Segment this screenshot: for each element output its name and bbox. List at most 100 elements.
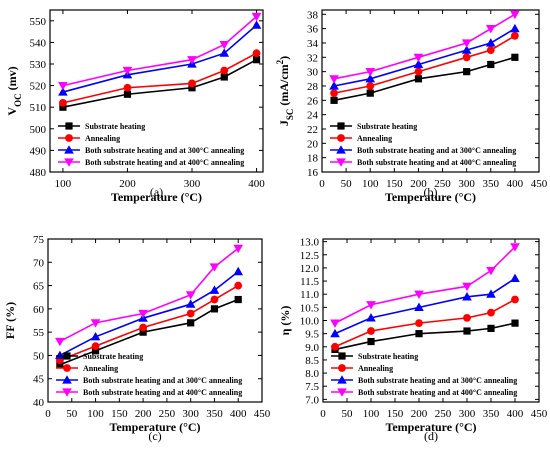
plot-frame (321, 9, 540, 173)
data-point-series-1 (56, 361, 64, 369)
y-tick-label: 28 (307, 81, 319, 93)
x-tick-label: 350 (483, 408, 500, 420)
data-point-series-2 (59, 98, 67, 107)
y-tick-label: 55 (33, 327, 45, 339)
series-line-1 (59, 298, 239, 366)
x-tick-label: 50 (342, 408, 354, 420)
legend-entry-label: Both substrate heating and at 400°C anne… (358, 388, 517, 397)
data-point-series-2 (414, 67, 423, 76)
y-tick-label: 22 (307, 124, 318, 136)
x-tick-label: 300 (458, 178, 475, 190)
x-tick-label: 50 (66, 408, 78, 420)
data-point-series-1 (463, 327, 471, 335)
x-tick-label: 0 (319, 178, 325, 190)
legend-entry-label: Annealing (83, 364, 118, 373)
y-axis-title: VOC (mv) (5, 66, 23, 115)
x-axis-title: Temperature (°C) (109, 420, 200, 434)
data-point-series-4 (365, 68, 376, 77)
data-point-series-2 (462, 53, 471, 62)
y-axis-title: FF (%) (3, 302, 17, 339)
panel-b: 0 50 100 150 200 250 300 350 400 450 16 18 20 22 24 26 2… (275, 9, 548, 204)
y-tick-label: 32 (307, 52, 318, 64)
x-tick-label: 350 (483, 178, 500, 190)
series-line-2 (333, 35, 516, 94)
x-tick-label: 200 (135, 408, 152, 420)
legend-marker (337, 134, 345, 142)
x-tick-label: 200 (410, 178, 427, 190)
x-tick-label: 100 (55, 178, 72, 190)
x-tick-label: 450 (531, 408, 548, 420)
data-point-series-2 (234, 281, 243, 290)
data-point-series-4 (219, 40, 230, 50)
x-tick-label: 150 (111, 408, 128, 420)
x-axis-title: Temperature (°C) (385, 420, 476, 434)
series-line-2 (334, 298, 516, 348)
data-point-series-4 (413, 53, 424, 63)
data-point-series-1 (367, 337, 375, 346)
legend-marker (63, 352, 71, 360)
legend-marker (337, 122, 345, 130)
data-point-series-1 (415, 330, 423, 338)
data-point-series-3 (219, 48, 230, 57)
y-tick-label: 38 (307, 9, 319, 21)
legend-entry-label: Annealing (85, 134, 120, 143)
data-point-series-2 (366, 82, 375, 90)
y-tick-label: 490 (30, 145, 47, 157)
y-tick-label: 34 (307, 38, 319, 50)
series-line-1 (334, 322, 516, 351)
data-point-series-3 (414, 302, 424, 311)
y-tick-label: 8.5 (305, 355, 319, 367)
data-point-series-1 (366, 89, 374, 97)
data-point-series-2 (139, 323, 148, 332)
y-tick-label: 11.5 (300, 276, 319, 288)
data-point-series-4 (510, 10, 520, 20)
panel-d: 0 50 100 150 200 250 300 350 400 4507.07.58.08.59… (278, 237, 548, 443)
data-point-series-3 (366, 313, 376, 322)
y-tick-label: 12.0 (300, 263, 320, 275)
data-point-series-4 (187, 56, 197, 65)
y-tick-label: 7.0 (305, 394, 319, 406)
data-point-series-3 (413, 59, 424, 69)
legend-entry-label: Substrate heating (357, 122, 417, 131)
y-axis-title: JSC (mA/cm2) (275, 56, 295, 126)
data-point-series-2 (210, 295, 219, 304)
data-point-series-4 (209, 263, 220, 272)
data-point-series-3 (185, 299, 196, 308)
data-point-series-3 (510, 273, 520, 283)
data-point-series-4 (366, 301, 376, 310)
data-point-series-1 (252, 56, 261, 64)
y-tick-label: 13.0 (300, 237, 320, 249)
data-point-series-2 (367, 327, 375, 335)
legend-marker (64, 158, 74, 167)
data-point-series-4 (58, 82, 68, 91)
panel-caption: (d) (424, 429, 438, 443)
legend-marker (337, 388, 347, 397)
series-line-3 (62, 24, 258, 93)
y-tick-label: 40 (33, 397, 45, 409)
legend-marker (64, 145, 74, 154)
legend-marker (336, 145, 346, 154)
x-tick-label: 200 (119, 178, 136, 190)
y-tick-label: 530 (30, 59, 47, 71)
data-point-series-2 (487, 308, 495, 317)
x-tick-label: 100 (362, 178, 379, 190)
x-axis-title: Temperature (°C) (111, 190, 202, 204)
data-point-series-2 (510, 31, 519, 40)
data-point-series-4 (510, 243, 520, 252)
plot-frame (47, 238, 263, 403)
data-point-series-3 (365, 74, 376, 83)
data-point-series-4 (90, 319, 101, 328)
x-tick-label: 250 (159, 408, 176, 420)
data-point-series-4 (330, 319, 340, 328)
legend-marker (63, 364, 71, 372)
data-point-series-1 (188, 84, 196, 92)
x-tick-label: 450 (531, 178, 548, 190)
y-tick-label: 9.5 (305, 329, 319, 341)
x-tick-label: 100 (363, 408, 380, 420)
data-point-series-3 (209, 285, 220, 294)
legend-marker (65, 134, 73, 142)
data-point-series-2 (486, 46, 495, 55)
data-point-series-4 (233, 244, 244, 254)
data-point-series-3 (462, 292, 472, 301)
data-point-series-4 (485, 25, 496, 34)
